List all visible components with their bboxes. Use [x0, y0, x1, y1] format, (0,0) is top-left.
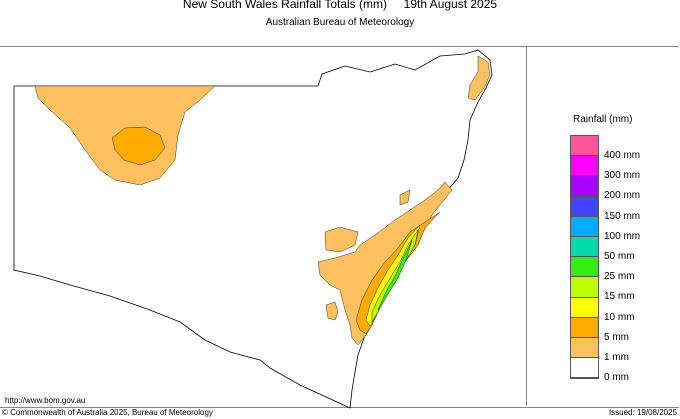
legend-swatch: [571, 337, 598, 359]
rain-1mm-northeast: [467, 55, 491, 101]
legend-swatch: [571, 216, 598, 237]
legend-label: 200 mm: [604, 190, 641, 202]
rain-1mm-east-patch: [399, 189, 411, 206]
legend-swatch: [571, 297, 598, 318]
rain-1mm-sw-patch: [325, 301, 339, 321]
legend-swatch: [571, 257, 598, 278]
legend-swatch: [571, 176, 598, 197]
legend-label: 25 mm: [604, 271, 635, 283]
map-frame: [0, 46, 679, 408]
legend-label: 400 mm: [604, 150, 641, 161]
rain-1mm-inland-patch: [324, 226, 359, 253]
legend-label: 5 mm: [604, 331, 629, 343]
legend-label: 15 mm: [604, 291, 635, 303]
bom-url: http://www.bom.gov.au: [5, 396, 86, 405]
legend-label: 0 mm: [604, 372, 629, 384]
legend-title: Rainfall (mm): [573, 114, 633, 125]
legend-swatch: [571, 136, 598, 157]
map-subtitle: Australian Bureau of Meteorology: [265, 17, 415, 28]
legend-swatch: [571, 317, 598, 338]
legend-label: 1 mm: [604, 352, 629, 363]
rain-5mm-northwest: [111, 126, 166, 166]
map-title: New South Wales Rainfall Totals (mm) 19t…: [182, 0, 498, 11]
legend-swatch: [571, 196, 598, 217]
legend-swatch: [571, 156, 598, 177]
legend-colorbar: [570, 135, 599, 380]
legend-label: 150 mm: [604, 210, 641, 222]
copyright: © Commonwealth of Australia 2025, Bureau…: [2, 408, 213, 417]
legend-label: 50 mm: [604, 251, 635, 262]
legend-swatch: [571, 277, 598, 298]
legend-swatch: [571, 236, 598, 258]
rain-25mm-coast: [377, 239, 413, 311]
legend-label: 10 mm: [604, 311, 635, 323]
legend-label: 100 mm: [604, 230, 641, 242]
legend-label: 300 mm: [604, 170, 641, 182]
legend-swatch: [571, 358, 598, 379]
issued-date: Issued: 19/08/2025: [608, 408, 677, 417]
legend-divider: [526, 46, 527, 406]
